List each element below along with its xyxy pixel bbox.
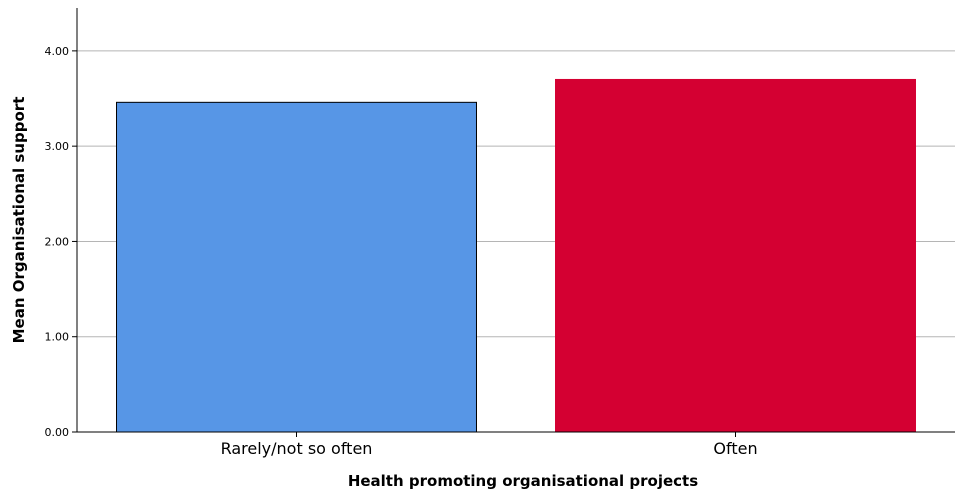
x-axis-title: Health promoting organisational projects <box>348 472 698 490</box>
x-category-label: Rarely/not so often <box>221 439 373 458</box>
y-tick-label: 3.00 <box>45 140 70 153</box>
bar-1 <box>116 101 477 433</box>
y-tick-label: 2.00 <box>45 235 70 248</box>
y-tick-labels: 0.00 1.00 2.00 3.00 4.00 <box>45 45 77 439</box>
x-category-labels: Rarely/not so often Often <box>221 432 758 458</box>
y-tick-label: 1.00 <box>45 331 70 344</box>
bar-2 <box>555 78 916 433</box>
y-axis-title: Mean Organisational support <box>10 97 28 344</box>
x-category-label: Often <box>713 439 757 458</box>
y-tick-label: 0.00 <box>45 426 70 439</box>
y-tick-label: 4.00 <box>45 45 70 58</box>
bars <box>116 78 916 433</box>
